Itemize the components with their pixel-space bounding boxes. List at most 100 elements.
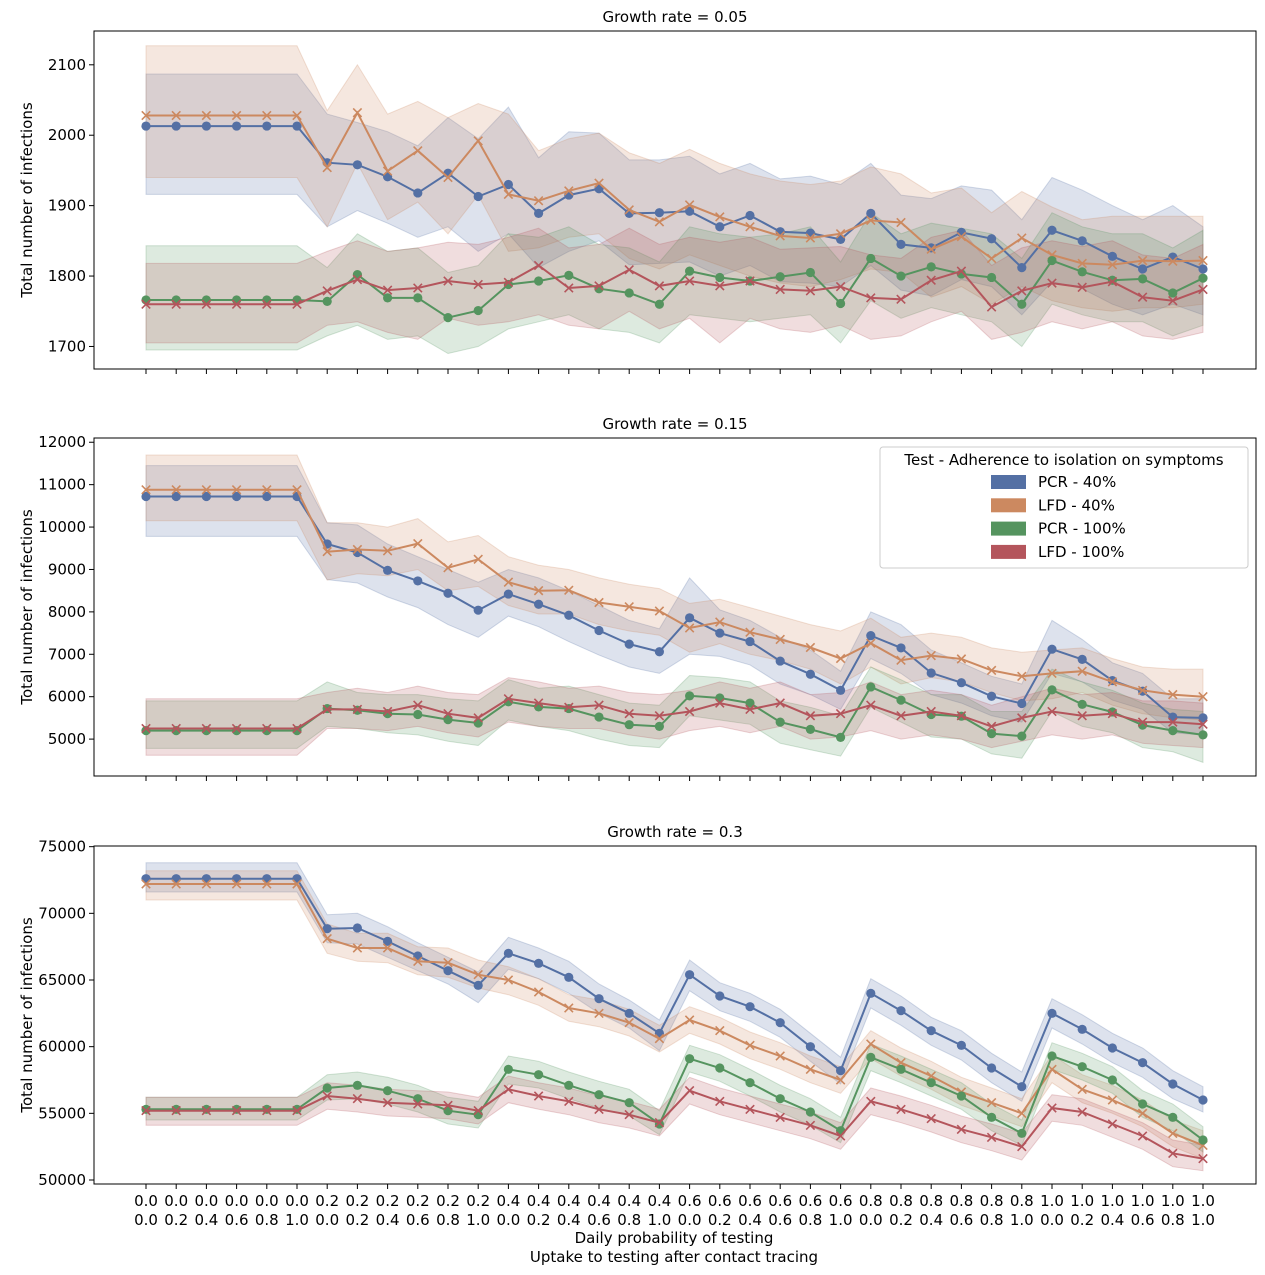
data-point <box>1168 1128 1178 1139</box>
x-tick-label-top: 1.0 <box>1161 1192 1185 1210</box>
x-tick-label-bottom: 0.4 <box>376 1211 400 1229</box>
data-point <box>231 484 242 495</box>
data-point <box>926 244 936 255</box>
series-line <box>146 488 1204 698</box>
x-tick-label-bottom: 0.8 <box>980 1211 1004 1229</box>
data-point <box>1137 685 1148 696</box>
x-tick-label-top: 0.6 <box>829 1192 853 1210</box>
data-point <box>1168 1148 1178 1159</box>
data-point <box>564 702 574 713</box>
data-point <box>926 262 936 272</box>
data-point <box>413 145 423 156</box>
data-point <box>443 957 453 968</box>
data-point <box>654 1119 665 1129</box>
data-point <box>1137 292 1148 302</box>
data-point <box>1168 1079 1178 1089</box>
series-line <box>146 1088 1204 1160</box>
data-point <box>745 1078 755 1088</box>
data-point <box>1198 264 1208 274</box>
data-point <box>1077 236 1087 246</box>
data-point <box>1047 685 1057 695</box>
data-point <box>896 294 906 305</box>
data-point <box>1137 255 1148 266</box>
data-point <box>1017 698 1027 709</box>
data-point <box>322 546 332 557</box>
x-tick-label-top: 0.4 <box>617 1192 641 1210</box>
data-point <box>564 972 574 982</box>
data-point <box>715 281 725 291</box>
x-tick-label-top: 0.0 <box>194 1192 218 1210</box>
data-point <box>654 606 665 616</box>
data-point <box>1077 1107 1087 1117</box>
data-point <box>534 958 544 968</box>
confidence-band <box>145 666 1204 764</box>
data-point <box>231 1105 242 1116</box>
legend-swatch <box>991 521 1026 536</box>
data-point <box>896 1006 906 1016</box>
legend-swatch <box>991 544 1026 559</box>
data-point <box>1017 731 1027 741</box>
data-point <box>171 110 181 121</box>
data-point <box>382 166 393 176</box>
data-point <box>443 708 453 719</box>
data-point <box>654 711 665 721</box>
x-tick-label-bottom: 1.0 <box>647 1211 671 1229</box>
data-point <box>866 208 876 218</box>
data-point <box>534 276 544 286</box>
data-point <box>443 588 453 598</box>
x-tick-label-bottom: 0.0 <box>496 1211 520 1229</box>
data-point <box>835 653 846 664</box>
data-point <box>896 643 906 653</box>
legend-label: PCR - 40% <box>1038 473 1116 491</box>
data-point <box>805 711 816 721</box>
y-tick-label: 50000 <box>38 1171 86 1189</box>
data-point <box>262 879 272 889</box>
data-point <box>564 610 574 620</box>
y-tick-label: 65000 <box>38 971 86 989</box>
data-point <box>503 694 514 704</box>
data-point <box>775 634 785 645</box>
subplot-title: Growth rate = 0.05 <box>602 8 747 26</box>
data-point <box>1198 284 1208 295</box>
data-point <box>926 650 936 661</box>
data-point <box>685 1054 695 1064</box>
data-point <box>775 1018 785 1028</box>
data-point <box>715 1063 725 1073</box>
data-point <box>533 1091 544 1101</box>
data-point <box>654 217 665 227</box>
data-point <box>715 617 725 627</box>
x-tick-label-top: 0.2 <box>406 1192 430 1210</box>
x-tick-label-bottom: 0.4 <box>557 1211 581 1229</box>
data-point <box>413 538 423 549</box>
data-point <box>1017 1141 1027 1152</box>
y-tick-label: 70000 <box>38 904 86 922</box>
data-point <box>292 723 302 734</box>
x-axis-label-line2: Uptake to testing after contact tracing <box>530 1248 818 1266</box>
data-point <box>503 577 514 587</box>
x-tick-label-top: 0.2 <box>466 1192 490 1210</box>
data-point <box>1107 1043 1117 1053</box>
data-point <box>926 1113 936 1124</box>
series-line <box>146 257 1204 319</box>
data-point <box>503 948 513 958</box>
data-point <box>836 1066 846 1076</box>
data-point <box>141 110 151 121</box>
data-point <box>1047 1064 1057 1075</box>
x-tick-label-bottom: 0.2 <box>164 1211 188 1229</box>
x-tick-label-bottom: 0.2 <box>345 1211 369 1229</box>
data-point <box>292 1105 302 1116</box>
data-point <box>231 110 242 121</box>
x-tick-label-top: 0.8 <box>889 1192 913 1210</box>
data-point <box>534 599 544 609</box>
data-point <box>443 172 453 183</box>
x-tick-label-bottom: 0.4 <box>194 1211 218 1229</box>
confidence-band <box>145 227 1204 344</box>
data-point <box>745 627 755 637</box>
data-point <box>715 698 725 708</box>
x-tick-label-bottom: 0.6 <box>225 1211 249 1229</box>
data-point <box>1168 712 1178 722</box>
data-point <box>836 685 846 695</box>
data-point <box>805 1120 816 1131</box>
data-point <box>1198 691 1208 702</box>
data-point <box>805 228 816 238</box>
